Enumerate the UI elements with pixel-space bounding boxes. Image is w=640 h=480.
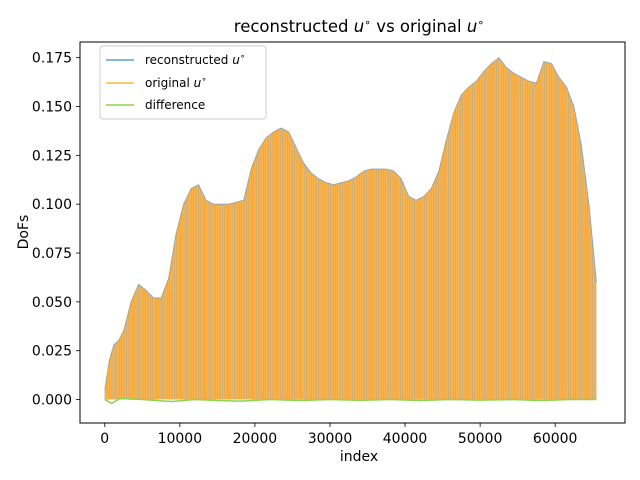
x-tick-label: 20000	[233, 431, 278, 447]
x-tick-label: 40000	[383, 431, 428, 447]
y-tick-label: 0.100	[32, 197, 72, 213]
y-tick-label: 0.125	[32, 148, 72, 164]
x-tick-label: 10000	[158, 431, 203, 447]
x-axis-label: index	[340, 449, 378, 465]
y-tick-label: 0.050	[32, 295, 72, 311]
chart-title: reconstructed u∘ vs original u∘	[234, 16, 484, 36]
x-tick-label: 50000	[458, 431, 503, 447]
legend-label-original: original u∘	[145, 75, 207, 90]
y-tick-label: 0.175	[32, 51, 72, 67]
reconstructed-line	[104, 57, 597, 390]
x-tick-label: 0	[100, 431, 109, 447]
y-axis-label: DoFs	[16, 215, 32, 250]
y-tick-label: 0.000	[32, 393, 72, 409]
legend-label-difference: difference	[145, 98, 205, 112]
legend: reconstructed u∘ original u∘ difference	[99, 45, 267, 120]
original-envelope-fill	[104, 57, 597, 400]
series-reconstructed	[104, 57, 597, 400]
plot-area	[104, 57, 597, 405]
y-tick-label: 0.075	[32, 246, 72, 262]
y-tick-label: 0.025	[32, 344, 72, 360]
x-tick-label: 30000	[308, 431, 353, 447]
legend-box	[99, 45, 267, 120]
difference-line	[104, 397, 597, 405]
y-tick-label: 0.150	[32, 99, 72, 115]
legend-label-reconstructed: reconstructed u∘	[145, 52, 245, 67]
x-axis: 0 10000 20000 30000 40000 50000 60000	[100, 423, 577, 447]
x-tick-label: 60000	[533, 431, 578, 447]
y-axis: 0.000 0.025 0.050 0.075 0.100 0.125 0.150 0.175	[32, 51, 80, 409]
plot-frame	[79, 41, 626, 424]
series-difference	[104, 397, 597, 405]
